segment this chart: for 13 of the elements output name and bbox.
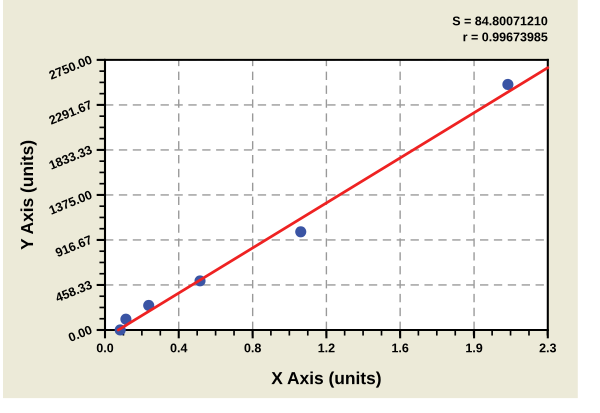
x-tick-label: 0.0 [96, 344, 114, 352]
text: r = 0.99673985 [463, 32, 548, 42]
x-tick-label: 0.8 [244, 344, 261, 352]
x-axis-title: X Axis (units) [271, 372, 381, 388]
x-tick-label: 1.9 [466, 344, 482, 352]
y-tick-label: 458.33 [54, 280, 93, 302]
x-tick-label: 1.6 [392, 344, 408, 352]
x-tick-label: 2.3 [540, 344, 556, 352]
y-axis-title: Y Axis (units) [20, 140, 37, 250]
y-tick-label: 0.00 [68, 325, 93, 342]
x-tick-label: 0.4 [170, 344, 188, 352]
text: S = 84.80071210 [452, 16, 548, 26]
x-tick-label: 1.2 [318, 344, 335, 352]
